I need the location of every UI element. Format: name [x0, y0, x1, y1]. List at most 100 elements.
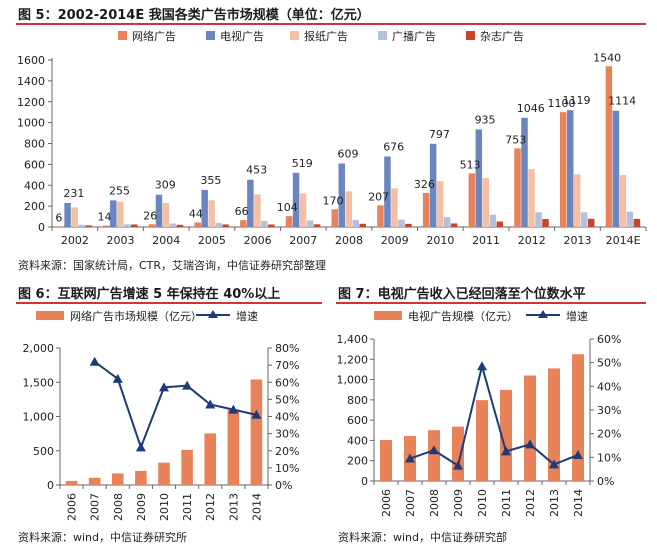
- bar-radio: [489, 214, 497, 227]
- data-label-internet: 1540: [593, 51, 621, 64]
- y-tick-label-left: 1,500: [23, 376, 55, 389]
- legend-label-newspaper: 报纸广告: [304, 29, 348, 43]
- bar-tv: [566, 110, 574, 227]
- x-tick-label: 2009: [381, 234, 409, 247]
- bar-magazine: [222, 224, 229, 227]
- bar-internet: [103, 225, 110, 227]
- y-tick-label: 1200: [17, 96, 45, 109]
- y-tick-label-left: 500: [33, 445, 54, 458]
- data-label-internet: 6: [55, 211, 62, 224]
- legend-marker-line: [208, 310, 218, 318]
- data-label-tv: 355: [200, 174, 221, 187]
- bar-radio: [352, 219, 359, 227]
- bar-newspaper: [482, 177, 490, 227]
- y-tick-label: 1400: [17, 75, 45, 88]
- bar-internet: [377, 205, 384, 227]
- y-tick-label-left: 600: [347, 414, 368, 427]
- x-tick-label: 2013: [563, 234, 591, 247]
- bar: [88, 477, 101, 485]
- y-tick-label-left: 0: [361, 475, 368, 488]
- y-tick-label-left: 0: [47, 479, 54, 492]
- bar-tv: [155, 194, 163, 227]
- bar-internet: [194, 222, 201, 227]
- figure5-title: 图 5：2002-2014E 我国各类广告市场规模（单位：亿元）: [18, 8, 370, 23]
- y-tick-label-right: 10%: [275, 462, 299, 475]
- bar-tv: [338, 163, 345, 227]
- bar-magazine: [131, 224, 138, 227]
- y-tick-label-left: 2,000: [23, 342, 55, 355]
- data-label-internet: 170: [323, 194, 344, 207]
- x-tick-label: 2011: [500, 489, 513, 517]
- growth-point: [182, 380, 193, 390]
- data-label-internet: 66: [235, 205, 249, 218]
- bar-tv: [64, 202, 71, 227]
- y-tick-label-left: 1,000: [337, 374, 369, 387]
- figure7-title: 图 7：电视广告收入已经回落至个位数水平: [338, 287, 586, 302]
- bar-magazine: [587, 218, 595, 227]
- legend-label-bar: 网络广告市场规模（亿元）: [70, 309, 202, 323]
- bar-newspaper: [573, 174, 581, 227]
- y-tick-label: 1600: [17, 54, 45, 67]
- figure5-source: 资料来源：国家统计局，CTR，艾瑞咨询，中信证券研究部整理: [18, 259, 327, 272]
- bar-radio: [261, 221, 268, 227]
- x-tick-label: 2010: [426, 234, 454, 247]
- bar-tv: [201, 189, 208, 227]
- figure7-source: 资料来源：wind，中信证券研究部: [338, 531, 508, 544]
- bar-internet: [57, 226, 64, 227]
- data-label-tv: 935: [475, 113, 496, 126]
- bar-magazine: [313, 224, 321, 227]
- y-tick-label-right: 60%: [597, 333, 621, 346]
- legend-swatch-radio: [378, 31, 387, 40]
- x-tick-label: 2010: [476, 489, 489, 517]
- bar: [452, 426, 464, 481]
- growth-point: [205, 399, 216, 409]
- y-tick-label-left: 800: [347, 394, 368, 407]
- data-label-tv: 255: [109, 184, 130, 197]
- bar: [158, 462, 170, 485]
- x-tick-label: 2012: [524, 489, 537, 517]
- bar-newspaper: [345, 191, 352, 227]
- bar: [112, 473, 124, 485]
- x-tick-label: 2014E: [606, 234, 641, 247]
- x-tick-label: 2007: [89, 493, 102, 521]
- bar: [476, 400, 488, 481]
- growth-point: [429, 445, 439, 455]
- y-tick-label: 200: [24, 200, 45, 213]
- bar-radio: [215, 222, 222, 227]
- bar-magazine: [268, 224, 275, 227]
- y-tick-label-left: 200: [347, 455, 368, 468]
- bar-radio: [580, 212, 588, 227]
- legend-label-radio: 广播广告: [392, 29, 436, 43]
- bar-magazine: [176, 224, 184, 227]
- figure5-bar-chart: 网络广告 电视广告 报纸广告 广播广告 杂志广告 0 200 400 600 800 1000 120…: [17, 29, 647, 247]
- bar-internet: [559, 112, 567, 227]
- bar: [65, 480, 78, 485]
- y-tick-label-right: 10%: [597, 451, 621, 464]
- y-tick-label-right: 20%: [275, 445, 299, 458]
- y-tick-label: 1000: [17, 117, 45, 130]
- growth-point: [477, 361, 487, 371]
- bar-newspaper: [436, 181, 444, 227]
- x-tick-label: 2004: [152, 234, 180, 247]
- bar-internet: [240, 220, 247, 227]
- x-tick-label: 2012: [518, 234, 546, 247]
- x-tick-label: 2013: [227, 493, 240, 521]
- y-tick-label-right: 20%: [597, 428, 621, 441]
- data-label-internet: 207: [368, 190, 389, 203]
- bar-radio: [169, 223, 177, 227]
- legend-swatch-magazine: [466, 31, 475, 40]
- bar-tv: [612, 110, 620, 227]
- data-label-internet: 26: [143, 209, 157, 222]
- y-tick-label-right: 0%: [597, 475, 614, 488]
- bar-internet: [148, 224, 156, 227]
- figure5-title-rule: [16, 23, 646, 25]
- y-tick-label: 0: [38, 221, 45, 234]
- data-label-internet: 513: [460, 158, 481, 171]
- figure7-combo-chart: 电视广告规模（亿元） 增速 0 200 400 600 800 1,000 1,200 1,400…: [337, 309, 622, 517]
- bar-newspaper: [208, 200, 215, 227]
- data-label-internet: 14: [98, 211, 112, 224]
- y-tick-label-right: 80%: [275, 342, 299, 355]
- data-label-internet: 104: [277, 201, 298, 214]
- bar-tv: [110, 200, 117, 227]
- bar: [135, 470, 147, 485]
